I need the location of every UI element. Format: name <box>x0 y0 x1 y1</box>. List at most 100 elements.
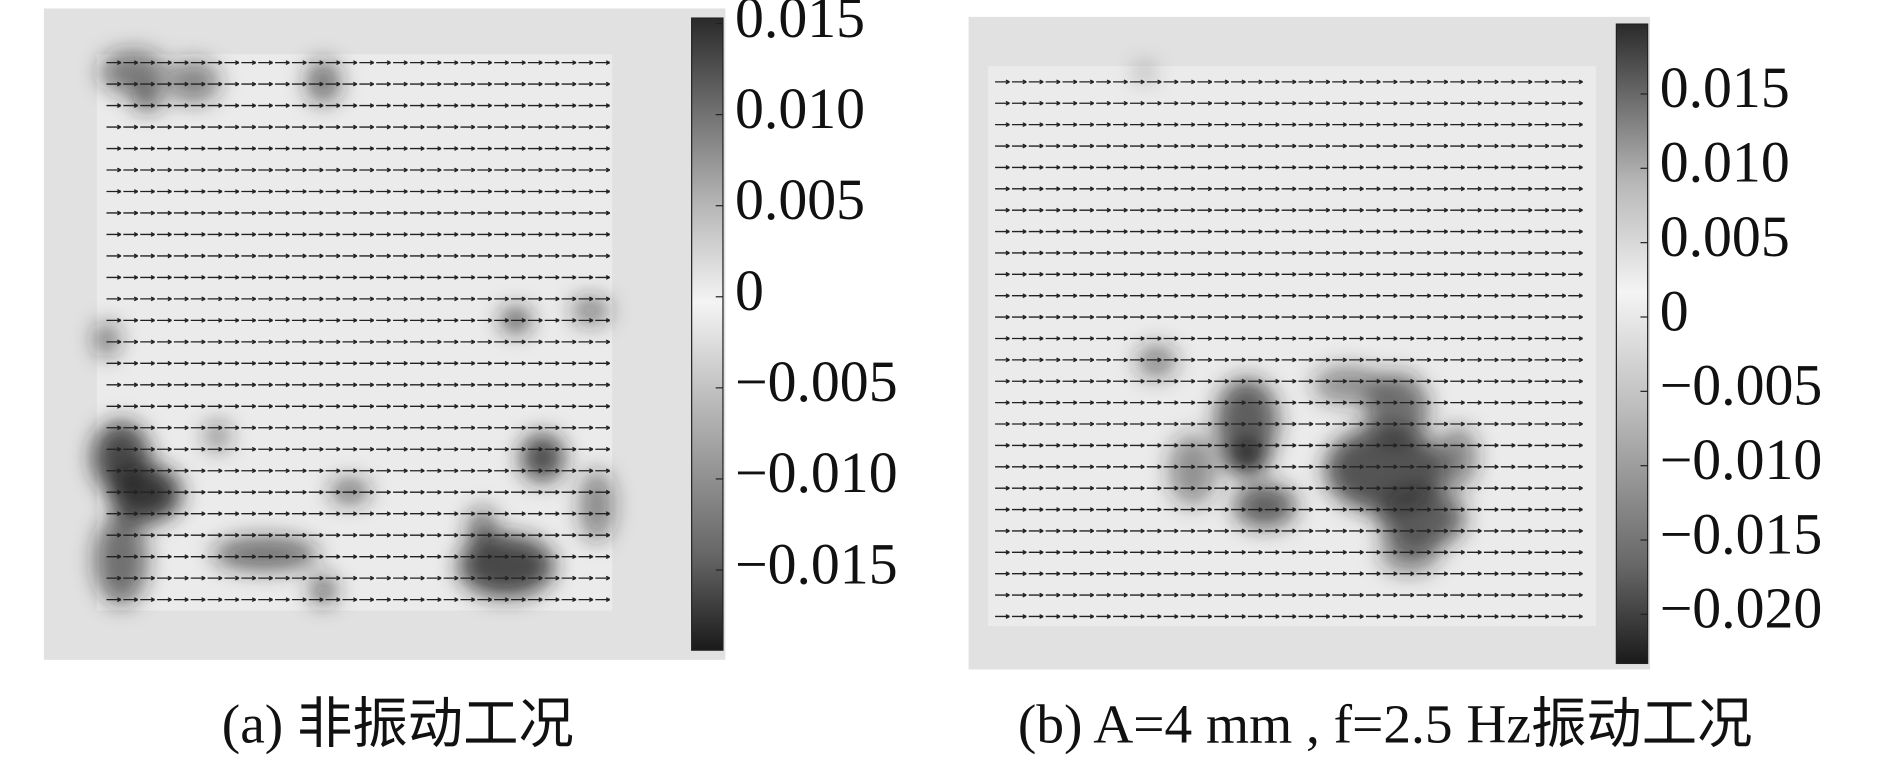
vector-row <box>995 336 1583 341</box>
vector-row <box>995 100 1583 106</box>
field-area <box>987 66 1596 627</box>
vector-row <box>106 103 611 108</box>
vector-row <box>106 339 611 345</box>
colorbar <box>1615 23 1649 665</box>
colorbar <box>691 17 724 651</box>
scalar-blob <box>1134 62 1155 82</box>
scalar-blob <box>212 537 319 571</box>
vector-row <box>106 60 611 66</box>
vector-row <box>106 210 611 216</box>
vector-row <box>106 511 611 517</box>
scalar-blob <box>1377 486 1465 550</box>
vector-row <box>106 446 611 452</box>
vector-row <box>995 571 1583 577</box>
vector-row <box>995 314 1583 320</box>
scalar-blob <box>579 469 614 542</box>
scalar-blob <box>205 421 230 451</box>
vector-row <box>995 400 1583 406</box>
caption: (b) A=4 mm , f=2.5 Hz振动工况 <box>1018 693 1753 754</box>
vector-row <box>995 250 1583 256</box>
colorbar-tick-label: 0.010 <box>735 77 865 141</box>
vector-row <box>106 597 611 603</box>
scalar-blob <box>108 464 182 523</box>
vector-row <box>106 275 611 280</box>
vector-row <box>106 425 611 431</box>
vector-row <box>995 186 1583 192</box>
scalar-blob <box>132 86 162 111</box>
vector-row <box>995 229 1583 234</box>
vector-row <box>106 360 611 366</box>
vector-row <box>106 253 611 259</box>
scalar-blob <box>99 50 167 94</box>
vector-row <box>995 357 1583 363</box>
scalar-blob <box>1312 366 1386 405</box>
panels: 0.015 0.010 0.005 0 −0.005 −0.010 −0.015 (a) 非振… <box>43 0 1823 754</box>
colorbar-tick-label: −0.005 <box>735 350 898 414</box>
scalar-blob <box>520 433 565 482</box>
vector-row <box>106 167 611 173</box>
vector-row <box>995 549 1583 555</box>
vector-row <box>995 528 1583 534</box>
scalar-blob <box>1233 484 1297 528</box>
colorbar-tick-label: 0 <box>735 259 764 323</box>
vector-row <box>106 296 611 302</box>
scalar-blob <box>311 575 336 605</box>
colorbar-tick-label: −0.020 <box>1660 577 1823 641</box>
vector-row <box>995 592 1583 598</box>
vector-row <box>995 165 1583 170</box>
vector-row <box>106 81 611 87</box>
vector-row <box>995 485 1583 491</box>
colorbar-tick-label: −0.015 <box>735 532 898 596</box>
scalar-blob <box>330 480 369 503</box>
panel: 0.015 0.010 0.005 0 −0.005 −0.010 −0.015 (a) 非振… <box>43 0 898 754</box>
vector-row <box>106 232 611 237</box>
colorbar-tick-label: 0 <box>1660 279 1689 343</box>
vector-row <box>995 507 1583 512</box>
scalar-blob <box>1380 534 1439 574</box>
panel: 0.015 0.010 0.005 0 −0.005 −0.010 −0.015 −0.020… <box>968 16 1823 754</box>
colorbar-tick-label: −0.010 <box>1660 428 1823 492</box>
colorbar-tick-label: 0.010 <box>1660 131 1790 195</box>
vector-row <box>995 293 1583 299</box>
vector-row <box>995 421 1583 427</box>
vector-row <box>106 575 611 581</box>
colorbar-tick-label: −0.015 <box>1660 502 1823 566</box>
vector-row <box>995 443 1583 448</box>
vector-row <box>106 468 611 474</box>
scalar-blob <box>166 60 220 104</box>
vector-row <box>995 143 1583 149</box>
scalar-blob <box>467 508 497 552</box>
vector-row <box>995 378 1583 384</box>
vector-row <box>106 382 611 388</box>
scalar-blob <box>1215 378 1279 465</box>
colorbar-tick-label: −0.010 <box>735 441 898 505</box>
scalar-blob <box>94 514 148 606</box>
vector-row <box>106 146 611 151</box>
field-area <box>96 54 613 611</box>
vector-row <box>995 464 1583 470</box>
scalar-blob <box>306 60 341 104</box>
vector-row <box>106 124 611 130</box>
vector-row <box>995 122 1583 128</box>
scalar-blob <box>1225 440 1269 475</box>
colorbar-tick-label: 0.015 <box>1660 56 1790 120</box>
colorbar-tick-label: 0.005 <box>1660 205 1790 269</box>
scalar-blob <box>1137 344 1176 379</box>
vector-row <box>106 189 611 194</box>
vector-row <box>106 317 611 323</box>
vector-row <box>995 207 1583 213</box>
vector-row <box>106 489 611 495</box>
vector-row <box>995 79 1583 85</box>
colorbar-tick-label: 0.015 <box>735 0 865 50</box>
scalar-field <box>92 50 614 606</box>
colorbar-tick-label: 0.005 <box>735 168 865 232</box>
caption: (a) 非振动工况 <box>222 693 574 754</box>
colorbar-tick-label: −0.005 <box>1660 354 1823 418</box>
vector-row <box>106 532 611 538</box>
vector-row <box>106 554 611 560</box>
scalar-blob <box>1438 426 1477 489</box>
vector-row <box>995 614 1583 619</box>
scalar-blob <box>571 296 610 326</box>
vector-row <box>106 403 611 409</box>
